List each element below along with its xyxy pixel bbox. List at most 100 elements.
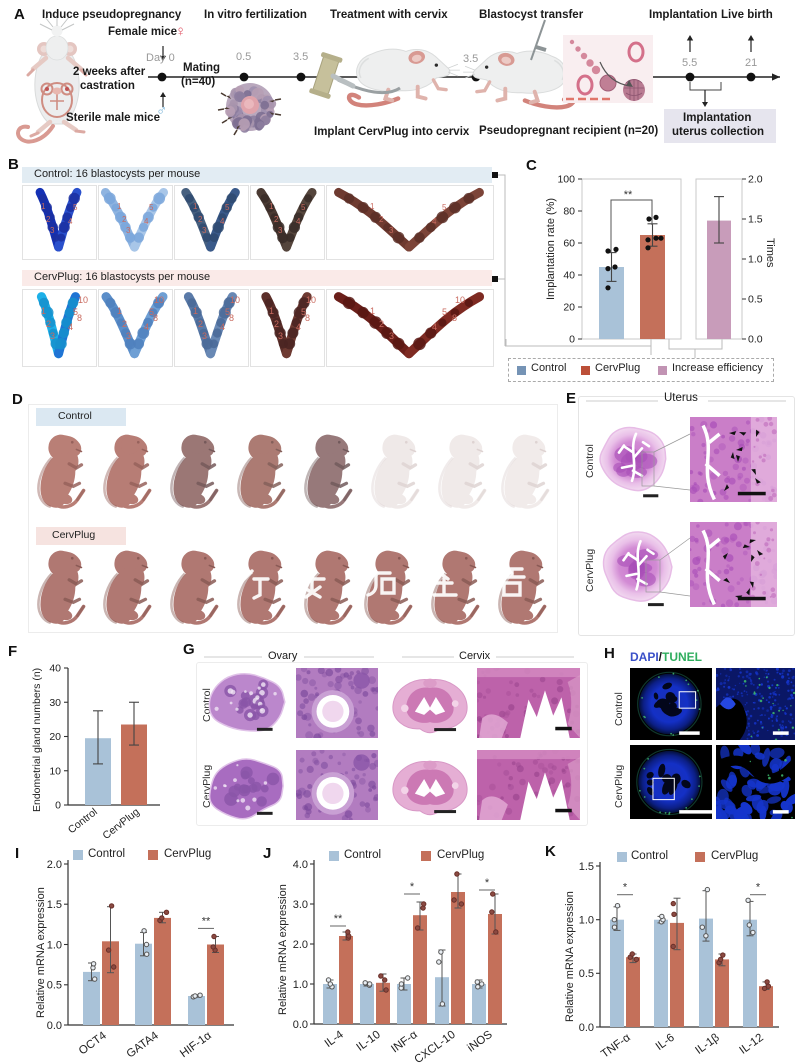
svg-text:4: 4 (220, 217, 225, 226)
svg-text:1: 1 (269, 202, 274, 211)
svg-text:2: 2 (274, 319, 279, 329)
svg-text:1: 1 (117, 306, 122, 316)
svg-text:**: ** (334, 913, 343, 925)
svg-text:IL-6: IL-6 (654, 1032, 677, 1053)
svg-text:**: ** (624, 189, 633, 201)
svg-text:1: 1 (117, 202, 122, 211)
svg-text:40: 40 (49, 663, 61, 675)
svg-text:4: 4 (220, 322, 225, 332)
svg-text:0.5: 0.5 (748, 294, 763, 306)
svg-text:HIF-1α: HIF-1α (178, 1030, 214, 1061)
svg-text:2: 2 (379, 319, 384, 329)
svg-text:4.0: 4.0 (293, 859, 308, 871)
svg-text:INF-α: INF-α (389, 1029, 420, 1056)
svg-text:8: 8 (77, 313, 82, 323)
svg-text:IL-1β: IL-1β (693, 1031, 722, 1056)
svg-text:5: 5 (442, 203, 447, 212)
svg-text:3: 3 (202, 226, 207, 235)
svg-text:1: 1 (193, 306, 198, 316)
svg-text:0.0: 0.0 (748, 334, 763, 346)
svg-text:*: * (623, 882, 628, 894)
svg-text:Control: Control (66, 806, 100, 836)
svg-text:30: 30 (49, 697, 61, 709)
svg-text:3: 3 (389, 331, 394, 341)
svg-text:2: 2 (122, 215, 127, 224)
svg-text:5: 5 (442, 307, 447, 317)
svg-text:4: 4 (432, 217, 437, 226)
svg-text:5: 5 (225, 307, 230, 317)
svg-text:1.0: 1.0 (748, 254, 763, 266)
svg-text:4: 4 (432, 322, 437, 332)
svg-text:3.0: 3.0 (293, 899, 308, 911)
svg-text:CXCL-10: CXCL-10 (412, 1029, 457, 1063)
svg-text:10: 10 (306, 295, 316, 305)
svg-text:3: 3 (126, 226, 131, 235)
svg-text:100: 100 (557, 174, 575, 186)
svg-text:3: 3 (202, 331, 207, 341)
svg-text:4: 4 (296, 217, 301, 226)
svg-text:4: 4 (144, 322, 149, 332)
svg-text:0.5: 0.5 (579, 968, 594, 980)
svg-text:3: 3 (389, 226, 394, 235)
svg-text:10: 10 (49, 765, 61, 777)
svg-text:1: 1 (41, 306, 46, 316)
svg-text:5: 5 (73, 307, 78, 317)
svg-text:0: 0 (55, 800, 61, 812)
svg-text:3: 3 (50, 226, 55, 235)
svg-text:4: 4 (144, 217, 149, 226)
svg-text:2: 2 (122, 319, 127, 329)
svg-text:4: 4 (68, 322, 73, 332)
svg-text:10: 10 (78, 295, 88, 305)
svg-text:5: 5 (73, 203, 78, 212)
svg-text:1: 1 (269, 306, 274, 316)
svg-text:IL-4: IL-4 (323, 1028, 347, 1050)
svg-text:8: 8 (153, 313, 158, 323)
svg-text:3: 3 (50, 331, 55, 341)
svg-text:2.0: 2.0 (748, 174, 763, 186)
svg-text:*: * (485, 877, 490, 889)
svg-text:40: 40 (563, 270, 575, 282)
svg-text:OCT4: OCT4 (77, 1029, 109, 1057)
svg-text:4: 4 (296, 322, 301, 332)
svg-text:2: 2 (46, 319, 51, 329)
svg-text:5: 5 (225, 203, 230, 212)
svg-text:5: 5 (149, 203, 154, 212)
svg-text:5: 5 (301, 203, 306, 212)
svg-text:2: 2 (274, 215, 279, 224)
svg-text:1.5: 1.5 (579, 861, 594, 873)
svg-text:1.5: 1.5 (748, 214, 763, 226)
svg-text:1.0: 1.0 (579, 915, 594, 927)
svg-text:10: 10 (154, 295, 164, 305)
svg-text:*: * (756, 882, 761, 894)
svg-text:CervPlug: CervPlug (100, 806, 142, 842)
svg-text:5: 5 (149, 307, 154, 317)
svg-text:IL-10: IL-10 (354, 1029, 382, 1054)
svg-text:1.0: 1.0 (293, 979, 308, 991)
svg-text:2: 2 (46, 215, 51, 224)
svg-text:20: 20 (49, 731, 61, 743)
svg-text:2: 2 (198, 215, 203, 224)
svg-text:1: 1 (41, 202, 46, 211)
svg-text:10: 10 (455, 295, 465, 305)
svg-text:iNOS: iNOS (465, 1029, 495, 1055)
svg-text:1: 1 (193, 202, 198, 211)
svg-text:4: 4 (68, 217, 73, 226)
svg-text:*: * (410, 881, 415, 893)
svg-text:0.0: 0.0 (579, 1022, 594, 1034)
svg-text:0.5: 0.5 (47, 980, 62, 992)
svg-text:3: 3 (278, 331, 283, 341)
svg-text:80: 80 (563, 206, 575, 218)
svg-text:5: 5 (301, 307, 306, 317)
svg-text:2: 2 (198, 319, 203, 329)
svg-text:1: 1 (370, 202, 375, 211)
svg-text:0: 0 (569, 334, 575, 346)
svg-text:3: 3 (278, 226, 283, 235)
svg-text:GATA4: GATA4 (125, 1029, 162, 1060)
svg-text:1.0: 1.0 (47, 939, 62, 951)
svg-text:2.0: 2.0 (293, 939, 308, 951)
svg-text:IL-12: IL-12 (737, 1032, 765, 1057)
svg-text:0.0: 0.0 (293, 1019, 308, 1031)
svg-text:60: 60 (563, 238, 575, 250)
svg-text:2: 2 (379, 215, 384, 224)
svg-text:1: 1 (370, 306, 375, 316)
